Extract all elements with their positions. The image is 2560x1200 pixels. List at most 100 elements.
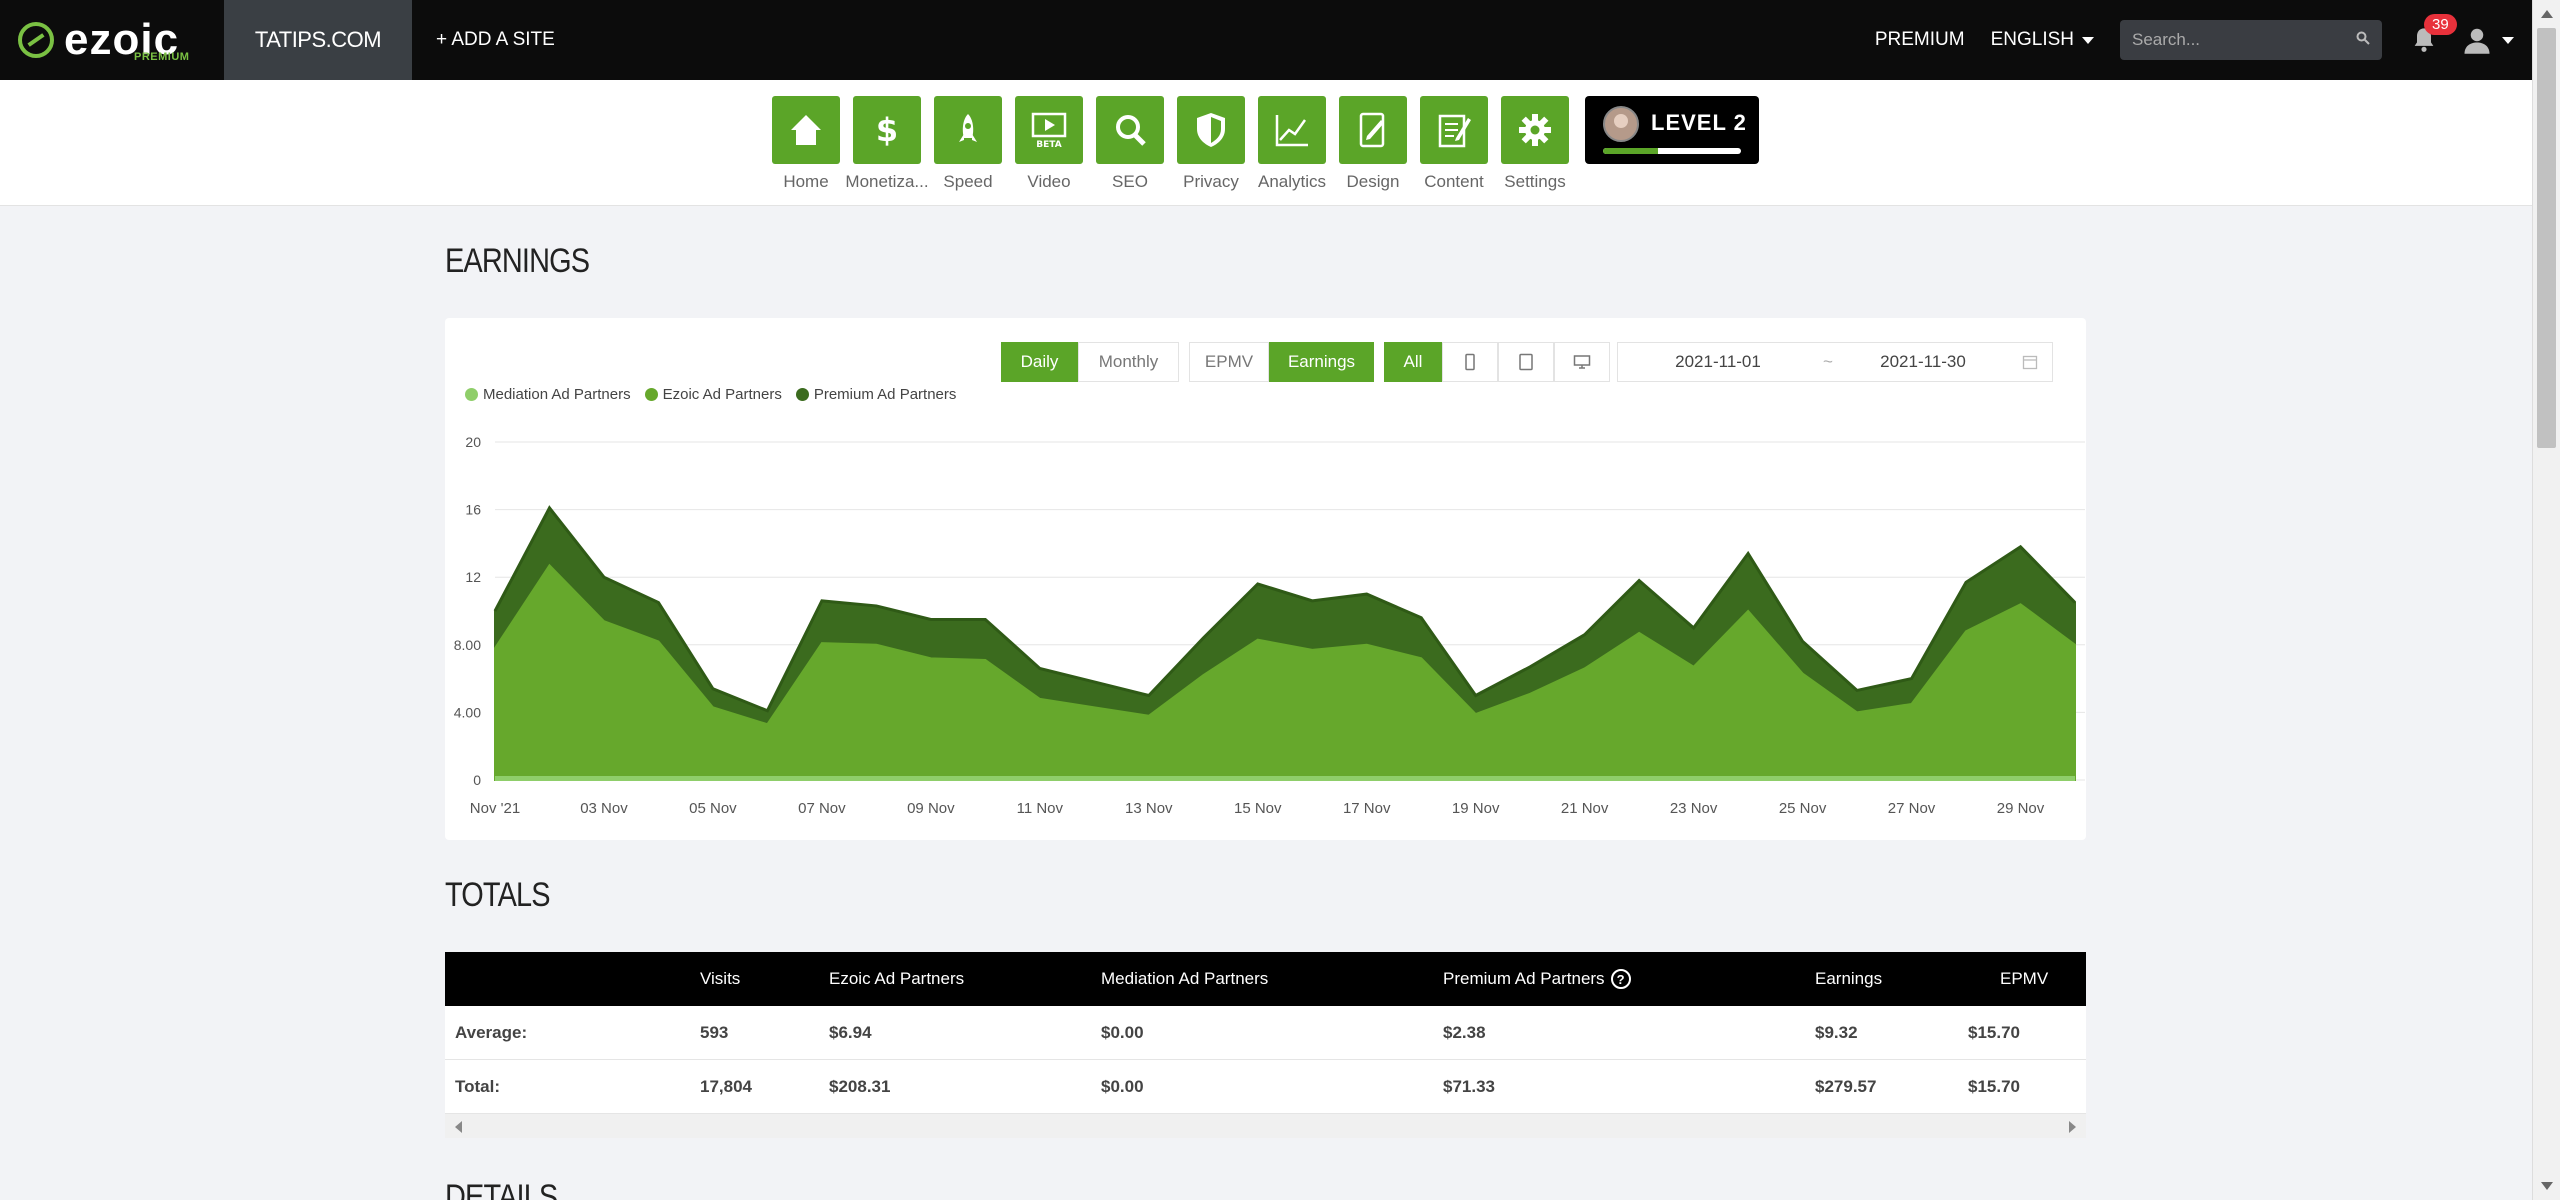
level-progress-bar xyxy=(1603,148,1741,154)
x-tick-label: 17 Nov xyxy=(1343,800,1391,817)
table-horizontal-scrollbar[interactable] xyxy=(445,1114,2086,1138)
y-tick-label: 12 xyxy=(465,569,481,585)
nav-monetization[interactable]: $ Monetiza... xyxy=(845,96,929,192)
search-input[interactable] xyxy=(2132,30,2356,50)
y-tick-label: 8.00 xyxy=(454,637,481,653)
legend-label: Ezoic Ad Partners xyxy=(662,386,782,403)
cell-visits: 593 xyxy=(700,1023,729,1042)
totals-title: TOTALS xyxy=(445,876,551,914)
totals-table: Visits Ezoic Ad Partners Mediation Ad Pa… xyxy=(445,952,2086,1138)
series-line-premium xyxy=(493,505,2077,713)
nav-privacy[interactable]: Privacy xyxy=(1177,96,1245,192)
metric-toggle: EPMV Earnings xyxy=(1189,342,1374,382)
scroll-up-icon[interactable] xyxy=(2541,10,2553,18)
cell-ezoic: $208.31 xyxy=(829,1077,891,1096)
x-tick-label: 07 Nov xyxy=(798,800,846,817)
svg-text:$: $ xyxy=(876,111,898,149)
nav-video[interactable]: BETA Video xyxy=(1015,96,1083,192)
mobile-button[interactable] xyxy=(1442,342,1498,382)
x-tick-label: 15 Nov xyxy=(1234,800,1282,817)
calendar-icon[interactable] xyxy=(2022,354,2038,370)
row-label: Average: xyxy=(455,1023,528,1042)
legend-label: Mediation Ad Partners xyxy=(483,386,631,403)
daily-button[interactable]: Daily xyxy=(1001,342,1078,382)
scroll-left-icon[interactable] xyxy=(455,1121,462,1133)
site-selector[interactable]: TATIPS.COM xyxy=(224,0,412,80)
chevron-down-icon xyxy=(2082,36,2094,44)
help-icon[interactable]: ? xyxy=(1610,969,1631,989)
nav-label: SEO xyxy=(1112,172,1148,191)
cell-epmv: $15.70 xyxy=(1968,1023,2020,1042)
ezoic-logo[interactable]: ezoic PREMIUM xyxy=(0,0,200,80)
dollar-icon: $ xyxy=(876,111,898,149)
desktop-icon xyxy=(1573,355,1591,369)
beta-tag: BETA xyxy=(1036,140,1061,150)
notifications-button[interactable]: 39 xyxy=(2404,14,2457,60)
scroll-thumb[interactable] xyxy=(2537,28,2556,448)
legend-dot xyxy=(644,388,658,401)
nav-settings[interactable]: Settings xyxy=(1501,96,1569,192)
monthly-button[interactable]: Monthly xyxy=(1078,342,1179,382)
earnings-button[interactable]: Earnings xyxy=(1269,342,1374,382)
gear-icon xyxy=(1519,114,1551,146)
period-toggle: Daily Monthly xyxy=(1001,342,1179,382)
avatar xyxy=(1603,106,1639,142)
legend-item-ezoic[interactable]: Ezoic Ad Partners xyxy=(644,386,782,403)
column-header-mediation: Mediation Ad Partners xyxy=(1101,969,1269,988)
cell-earnings: $9.32 xyxy=(1815,1023,1858,1042)
x-tick-label: 23 Nov xyxy=(1670,800,1718,817)
epmv-button[interactable]: EPMV xyxy=(1189,342,1269,382)
logo-text: ezoic xyxy=(64,15,180,64)
chevron-down-icon xyxy=(2502,36,2514,44)
column-header-premium-label: Premium Ad Partners xyxy=(1443,969,1605,988)
page-scrollbar[interactable] xyxy=(2532,0,2560,1200)
y-tick-label: 0 xyxy=(473,772,481,788)
scroll-right-icon[interactable] xyxy=(2069,1121,2076,1133)
column-header-earnings: Earnings xyxy=(1815,969,1883,988)
nav-seo[interactable]: SEO xyxy=(1096,96,1164,192)
x-tick-label: 29 Nov xyxy=(1997,800,2045,817)
cell-earnings: $279.57 xyxy=(1815,1077,1877,1096)
column-header-epmv: EPMV xyxy=(2000,969,2049,988)
date-range-picker[interactable]: 2021-11-01 ~ 2021-11-30 xyxy=(1617,342,2053,382)
date-separator: ~ xyxy=(1823,352,1833,371)
design-icon xyxy=(1359,112,1385,148)
scroll-down-icon[interactable] xyxy=(2541,1182,2553,1190)
series-area-ezoic-ad-partners xyxy=(494,563,2076,781)
cell-mediation: $0.00 xyxy=(1101,1077,1144,1096)
earnings-chart: 0 4.00 8.00 12 16 20 Nov '21 03 Nov 05 Nov 07 Nov… xyxy=(454,434,2085,817)
rocket-icon xyxy=(959,114,977,142)
y-tick-label: 20 xyxy=(465,434,481,450)
x-tick-label: 09 Nov xyxy=(907,800,955,817)
legend-item-mediation[interactable]: Mediation Ad Partners xyxy=(465,386,631,403)
desktop-button[interactable] xyxy=(1554,342,1610,382)
nav-label: Privacy xyxy=(1183,172,1239,191)
nav-speed[interactable]: Speed xyxy=(934,96,1002,192)
all-devices-button[interactable]: All xyxy=(1384,342,1442,382)
column-header-ezoic: Ezoic Ad Partners xyxy=(829,969,965,988)
earnings-title: EARNINGS xyxy=(445,242,590,280)
cell-epmv: $15.70 xyxy=(1968,1077,2020,1096)
language-selector[interactable]: ENGLISH xyxy=(1991,29,2094,51)
add-site-link[interactable]: + ADD A SITE xyxy=(436,29,555,50)
date-from[interactable]: 2021-11-01 xyxy=(1675,352,1761,371)
chart-legend: Mediation Ad Partners Ezoic Ad Partners … xyxy=(465,386,956,403)
document-icon xyxy=(1438,114,1471,148)
details-title: DETAILS xyxy=(445,1178,558,1200)
date-to[interactable]: 2021-11-30 xyxy=(1880,352,1966,371)
user-menu[interactable] xyxy=(2462,25,2514,55)
nav-home[interactable]: Home xyxy=(772,96,840,192)
cell-premium: $71.33 xyxy=(1443,1077,1495,1096)
x-tick-label: 25 Nov xyxy=(1779,800,1827,817)
table-row: Total: 17,804 $208.31 $0.00 $71.33 $279.… xyxy=(445,1060,2086,1114)
level-badge[interactable]: LEVEL 2 xyxy=(1585,96,1759,164)
y-tick-label: 4.00 xyxy=(454,704,481,720)
nav-design[interactable]: Design xyxy=(1339,96,1407,192)
tablet-button[interactable] xyxy=(1498,342,1554,382)
premium-link[interactable]: PREMIUM xyxy=(1874,29,1965,50)
nav-content[interactable]: Content xyxy=(1420,96,1488,192)
legend-item-premium[interactable]: Premium Ad Partners xyxy=(795,386,956,403)
nav-analytics[interactable]: Analytics xyxy=(1258,96,1326,192)
search-icon[interactable] xyxy=(2356,31,2370,50)
nav-label: Video xyxy=(1027,172,1071,191)
